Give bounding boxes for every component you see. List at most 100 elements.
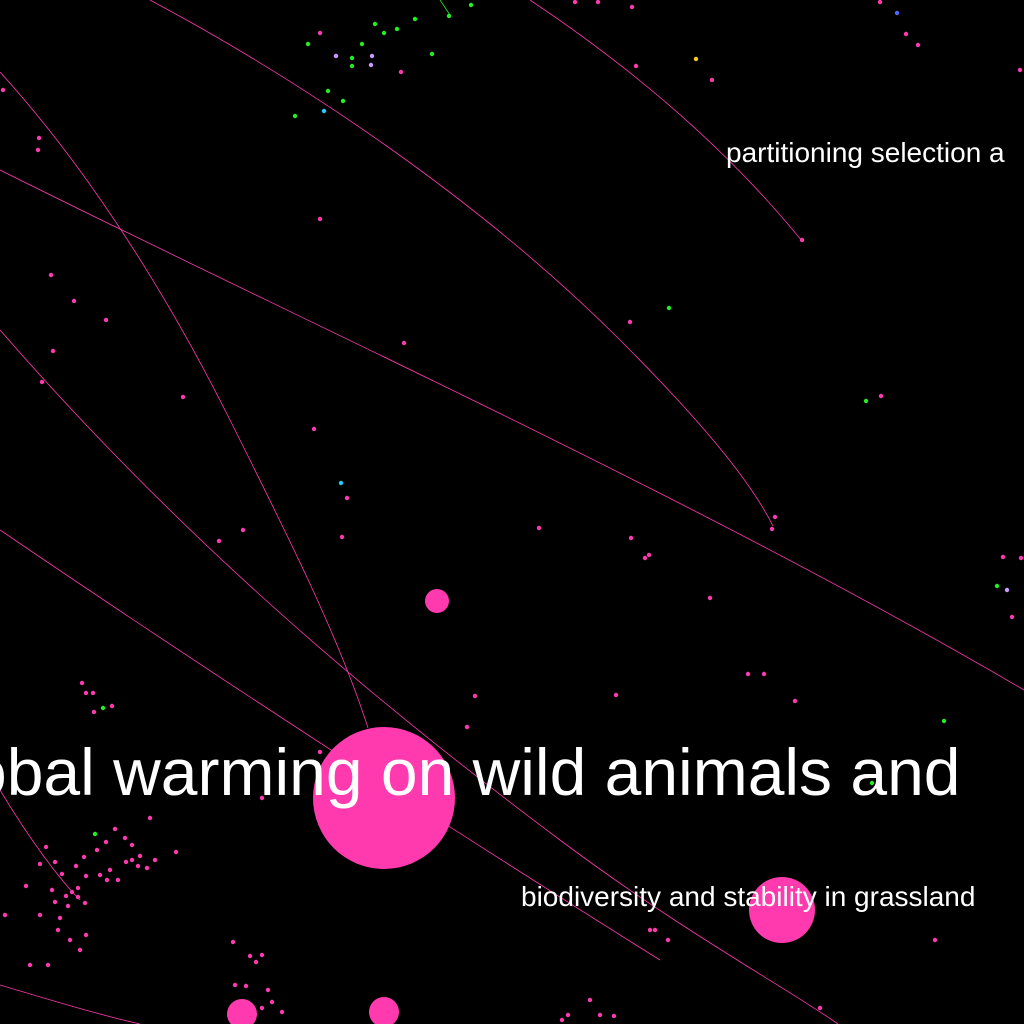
network-node — [65, 903, 71, 909]
network-node — [1017, 67, 1023, 73]
network-edge — [0, 71, 369, 729]
network-node — [97, 872, 103, 878]
network-node — [652, 927, 658, 933]
network-node — [817, 1005, 823, 1011]
network-node — [123, 859, 129, 865]
network-node — [464, 724, 470, 730]
network-node — [693, 56, 699, 62]
network-node — [536, 525, 542, 531]
network-node — [147, 815, 153, 821]
network-node — [1009, 614, 1015, 620]
network-node — [429, 51, 435, 57]
network-node — [92, 831, 98, 837]
network-node — [666, 305, 672, 311]
network-node — [1018, 555, 1024, 561]
network-node — [77, 947, 83, 953]
network-node — [82, 900, 88, 906]
network-node — [317, 749, 323, 755]
network-node — [915, 42, 921, 48]
network-node — [37, 861, 43, 867]
network-node — [595, 0, 601, 5]
network-node — [259, 952, 265, 958]
network-node — [446, 13, 452, 19]
network-node — [81, 854, 87, 860]
network-node — [279, 1009, 285, 1015]
network-node — [109, 703, 115, 709]
network-node — [587, 997, 593, 1003]
network-node — [368, 62, 374, 68]
network-node — [253, 959, 259, 965]
network-node — [628, 535, 634, 541]
network-node — [2, 912, 8, 918]
network-node — [50, 348, 56, 354]
network-node — [877, 0, 883, 5]
network-node — [359, 41, 365, 47]
network-node — [57, 915, 63, 921]
network-node — [321, 108, 327, 114]
network-node — [369, 53, 375, 59]
network-node — [52, 899, 58, 905]
network-node — [559, 1017, 565, 1023]
network-node — [43, 844, 49, 850]
network-node — [761, 671, 767, 677]
network-node — [63, 893, 69, 899]
network-node — [173, 849, 179, 855]
network-node — [941, 718, 947, 724]
network-node — [292, 113, 298, 119]
network-node — [104, 877, 110, 883]
network-node — [633, 63, 639, 69]
network-node — [59, 871, 65, 877]
network-node — [67, 937, 73, 943]
network-edge — [529, 0, 803, 242]
network-node — [259, 1005, 265, 1011]
network-node — [572, 0, 578, 5]
network-node — [894, 10, 900, 16]
network-node — [412, 16, 418, 22]
network-node — [83, 932, 89, 938]
network-node — [792, 698, 798, 704]
network-node — [317, 30, 323, 36]
network-node — [311, 426, 317, 432]
network-node — [338, 480, 344, 486]
network-node — [613, 692, 619, 698]
network-node — [642, 555, 648, 561]
network-node — [265, 987, 271, 993]
hub-node — [749, 877, 815, 943]
network-node — [243, 983, 249, 989]
network-node — [122, 835, 128, 841]
network-node — [135, 863, 141, 869]
network-node — [1004, 587, 1010, 593]
network-node — [394, 26, 400, 32]
network-node — [49, 887, 55, 893]
network-node — [36, 135, 42, 141]
network-edge — [0, 984, 141, 1024]
network-node — [247, 953, 253, 959]
network-node — [869, 780, 875, 786]
network-node — [232, 982, 238, 988]
network-edge — [0, 169, 1024, 691]
network-node — [647, 927, 653, 933]
network-node — [37, 912, 43, 918]
network-node — [627, 319, 633, 325]
network-node — [769, 526, 775, 532]
network-node — [903, 31, 909, 37]
network-node — [240, 527, 246, 533]
network-node — [468, 2, 474, 8]
network-node — [325, 88, 331, 94]
network-node — [1000, 554, 1006, 560]
network-node — [94, 847, 100, 853]
network-node — [83, 873, 89, 879]
network-node — [745, 671, 751, 677]
network-node — [27, 962, 33, 968]
network-node — [23, 883, 29, 889]
network-node — [372, 21, 378, 27]
network-node — [305, 41, 311, 47]
network-node — [55, 927, 61, 933]
network-node — [103, 839, 109, 845]
network-node — [597, 1012, 603, 1018]
network-node — [83, 690, 89, 696]
network-node — [144, 865, 150, 871]
network-node — [398, 69, 404, 75]
network-node — [472, 693, 478, 699]
